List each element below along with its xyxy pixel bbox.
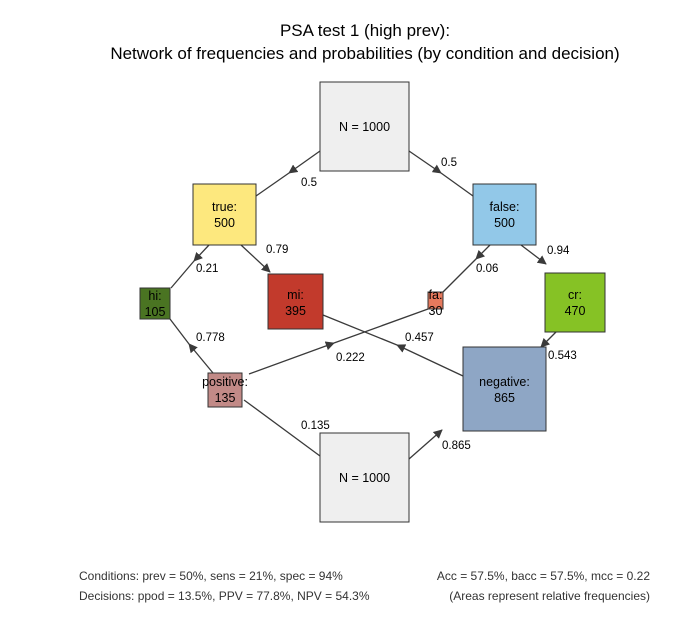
node-negative-label: negative:: [479, 375, 530, 389]
edge-false-cr: [520, 244, 547, 265]
prob-false-cr: 0.94: [547, 245, 570, 257]
prob-pos-fa: 0.222: [336, 352, 365, 364]
edge-n-neg: [408, 429, 443, 460]
node-positive-value: 135: [215, 391, 236, 405]
node-true-value: 500: [214, 216, 235, 230]
node-n-top-label: N = 1000: [339, 120, 390, 134]
node-mi-value: 395: [285, 304, 306, 318]
edge-pos-hi: [188, 343, 214, 374]
edge-pos-hi-tail: [169, 318, 190, 345]
node-negative-value: 865: [494, 391, 515, 405]
node-true: [192, 183, 257, 246]
node-cr: [544, 272, 606, 333]
prob-true-mi: 0.79: [266, 244, 288, 256]
node-positive: [207, 372, 243, 408]
edge-n-true-tail: [255, 172, 290, 197]
node-n-bottom: [319, 432, 410, 523]
footer-accuracy: Acc = 57.5%, bacc = 57.5%, mcc = 0.22: [437, 569, 650, 583]
node-n-top: [319, 81, 410, 172]
edge-n-false: [408, 150, 442, 174]
edge-false-fa-tail: [442, 258, 477, 293]
node-false-label: false:: [490, 200, 520, 214]
node-fa: [427, 291, 444, 310]
footer: Conditions: prev = 50%, sens = 21%, spec…: [79, 569, 650, 603]
edge-true-hi: [193, 244, 210, 262]
edge-true-hi-tail: [170, 260, 195, 289]
edge-false-fa: [475, 244, 491, 260]
node-cr-label: cr:: [568, 288, 582, 302]
prob-false-fa: 0.06: [476, 263, 498, 275]
prob-neg-cr: 0.543: [548, 350, 577, 362]
node-negative: [462, 346, 547, 432]
edges: [169, 150, 557, 460]
edge-true-mi: [240, 244, 271, 273]
edge-pos-fa-tail: [333, 308, 429, 344]
edge-n-true: [288, 150, 321, 174]
footer-decisions: Decisions: ppod = 13.5%, PPV = 77.8%, NP…: [79, 589, 370, 603]
node-positive-label: positive:: [202, 375, 248, 389]
edge-neg-mi: [396, 344, 464, 377]
node-hi: [139, 287, 171, 320]
diagram-title-line2: Network of frequencies and probabilities…: [110, 44, 619, 63]
node-hi-value: 105: [145, 305, 166, 319]
footer-conditions: Conditions: prev = 50%, sens = 21%, spec…: [79, 569, 343, 583]
prob-neg-mi: 0.457: [405, 332, 434, 344]
node-false-value: 500: [494, 216, 515, 230]
edge-neg-cr: [540, 331, 557, 348]
prob-true-hi: 0.21: [196, 263, 218, 275]
prob-n-true: 0.5: [301, 177, 317, 189]
probability-labels: 0.5 0.5 0.21 0.79 0.06 0.94 0.778 0.222 …: [196, 157, 577, 452]
edge-n-false-tail: [440, 172, 474, 197]
edge-neg-mi-tail: [322, 314, 398, 346]
node-n-bottom-label: N = 1000: [339, 471, 390, 485]
prob-n-neg: 0.865: [442, 440, 471, 452]
node-hi-label: hi:: [148, 289, 161, 303]
diagram-title-line1: PSA test 1 (high prev):: [280, 21, 450, 40]
edge-pos-fa: [248, 341, 335, 375]
prob-n-false: 0.5: [441, 157, 457, 169]
edge-n-pos: [243, 399, 321, 457]
footer-note: (Areas represent relative frequencies): [449, 589, 650, 603]
node-mi-label: mi:: [287, 288, 304, 302]
node-false: [472, 183, 537, 246]
node-fa-label: fa:: [429, 288, 443, 302]
prob-pos-hi: 0.778: [196, 332, 225, 344]
node-mi: [267, 273, 324, 330]
node-true-label: true:: [212, 200, 237, 214]
node-fa-value: 30: [429, 304, 443, 318]
node-cr-value: 470: [565, 304, 586, 318]
nodes: N = 1000 true: 500 false: 500 hi: 105 mi…: [139, 81, 606, 523]
prob-n-pos: 0.135: [301, 420, 330, 432]
